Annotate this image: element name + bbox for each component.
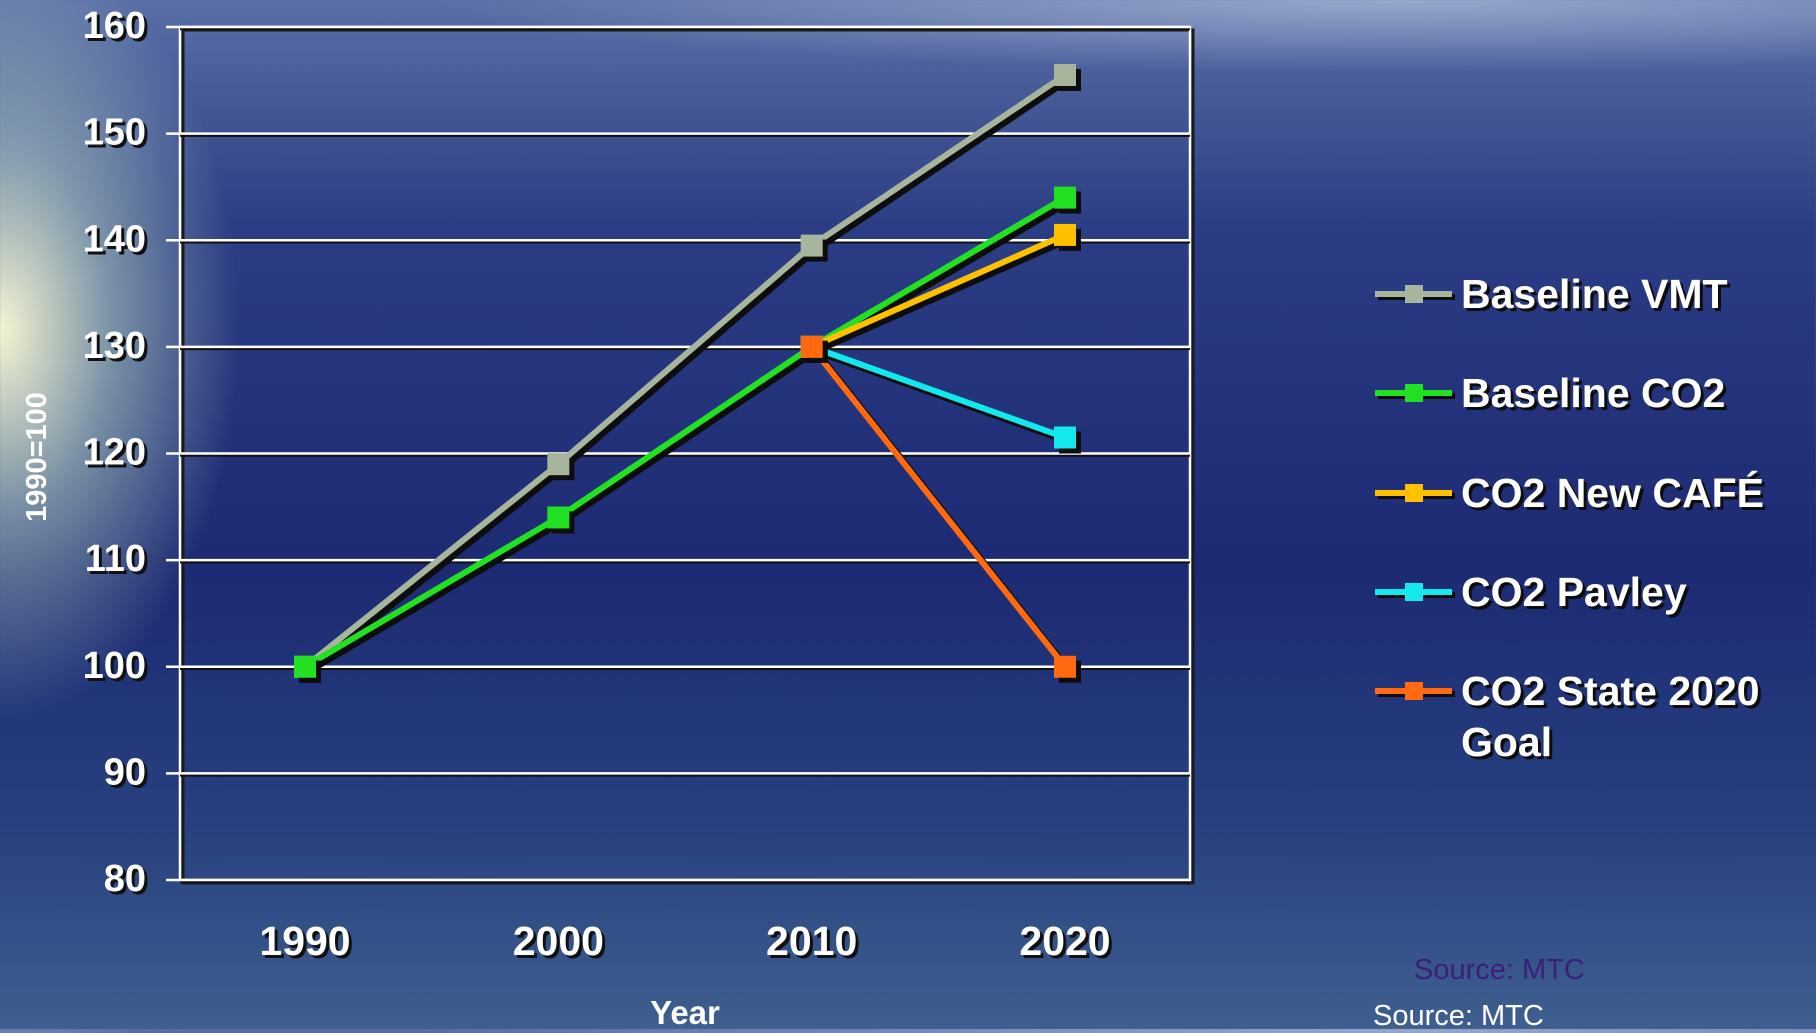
y-tick-label: 110	[85, 538, 146, 580]
y-axis-title: 1990=100	[21, 392, 53, 522]
series-marker	[1054, 655, 1076, 678]
legend-label-4: CO2 State 2020	[1461, 668, 1760, 714]
y-tick-label: 150	[83, 112, 146, 154]
legend-marker	[1405, 484, 1423, 502]
legend-label-shadow: Baseline VMT	[1464, 274, 1731, 320]
legend-marker	[1405, 583, 1423, 601]
x-tick-label: 2020	[1019, 918, 1110, 964]
series-line-0	[303, 72, 1067, 670]
y-tick-label: 160	[83, 5, 146, 47]
series-marker	[1054, 186, 1076, 209]
source-label-faint: Source: MTC	[1414, 954, 1585, 986]
x-tick-label-shadow: 2020	[1022, 921, 1113, 967]
y-tick-label-shadow: 120	[86, 435, 149, 477]
y-tick-label-shadow: 100	[86, 648, 149, 690]
legend-label-4: Goal	[1461, 719, 1552, 765]
y-tick-label: 100	[83, 645, 146, 687]
series-line-3	[810, 344, 1067, 441]
legend-label-shadow: CO2 Pavley	[1464, 572, 1690, 618]
series-marker	[1054, 426, 1076, 449]
x-tick-label-shadow: 2010	[769, 921, 860, 967]
y-tick-label: 140	[83, 218, 146, 260]
series-marker	[547, 506, 570, 529]
legend-label-2: CO2 New CAFÉ	[1461, 470, 1764, 516]
series-line-2	[810, 232, 1067, 350]
series-line-1	[303, 195, 1067, 670]
y-tick-label-shadow: 90	[107, 754, 149, 796]
legend-label-0: Baseline VMT	[1461, 271, 1728, 317]
series-marker	[800, 234, 823, 257]
series-line-4	[809, 345, 1068, 669]
legend-label-shadow: Baseline CO2	[1464, 373, 1728, 419]
y-tick-label-shadow: 130	[86, 328, 149, 370]
y-tick-label-shadow: 150	[86, 115, 149, 157]
y-tick-label: 80	[104, 858, 146, 900]
y-tick-label-shadow: 140	[86, 221, 149, 263]
series-marker	[294, 655, 316, 678]
x-tick-label-shadow: 1990	[262, 921, 353, 967]
legend-label-shadow: Goal	[1464, 722, 1555, 768]
x-tick-label: 1990	[259, 918, 350, 964]
series-marker	[1054, 223, 1076, 246]
series-line-shadow	[307, 198, 1071, 674]
y-tick-label-shadow: 110	[88, 541, 149, 583]
series-line-shadow	[814, 235, 1071, 355]
legend-label-3: CO2 Pavley	[1461, 569, 1687, 615]
source-label: Source: MTC	[1373, 1000, 1544, 1032]
y-tick-label-shadow: 160	[86, 8, 149, 50]
y-tick-label: 130	[83, 325, 146, 367]
legend-marker	[1405, 682, 1423, 700]
x-tick-label: 2010	[766, 918, 857, 964]
legend-label-1: Baseline CO2	[1461, 370, 1725, 416]
series-marker	[800, 335, 823, 358]
y-tick-label: 90	[104, 751, 146, 793]
x-tick-label-shadow: 2000	[516, 921, 607, 967]
series-marker	[1054, 63, 1076, 86]
series-marker	[547, 453, 570, 476]
legend-label-shadow: CO2 State 2020	[1464, 671, 1763, 717]
y-tick-label-shadow: 80	[107, 861, 149, 903]
legend-label-shadow: CO2 New CAFÉ	[1464, 473, 1767, 519]
legend-marker	[1405, 384, 1423, 402]
x-tick-label: 2000	[513, 918, 604, 964]
x-axis-title: Year	[650, 994, 720, 1029]
y-tick-label: 120	[83, 432, 146, 474]
series-line-shadow	[306, 76, 1071, 674]
legend-marker	[1405, 285, 1423, 303]
